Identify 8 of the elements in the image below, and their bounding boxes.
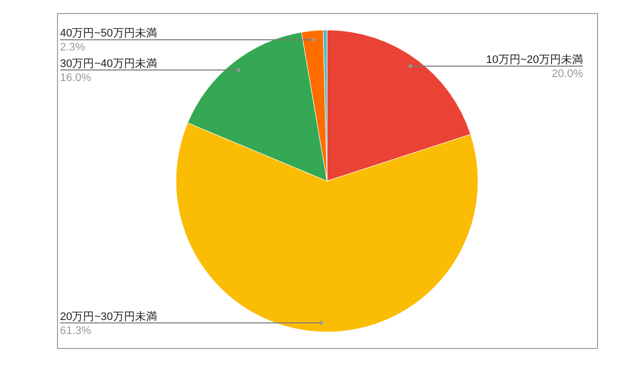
slice-label: 20万円~30万円未満	[60, 310, 157, 323]
data-label: 61.3%	[60, 324, 92, 337]
slice-label: 40万円~50万円未満	[60, 26, 157, 40]
slice-label: 10万円~20万円未満	[486, 53, 583, 66]
data-label: 20.0%	[552, 68, 584, 80]
slice-label: 30万円~40万円未満	[60, 56, 157, 70]
data-label: 2.3%	[60, 42, 86, 54]
data-label: 16.0%	[60, 72, 92, 84]
